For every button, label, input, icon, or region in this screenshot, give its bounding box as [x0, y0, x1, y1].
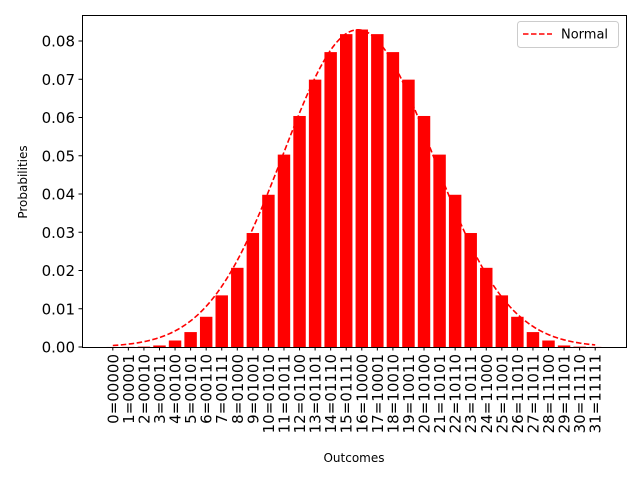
bar — [526, 332, 540, 347]
x-tick-label: 4=00100 — [167, 354, 185, 424]
bar — [231, 267, 244, 347]
bar — [184, 332, 197, 347]
x-tick-label: 28=11100 — [540, 354, 558, 433]
x-tick-label: 12=01100 — [291, 354, 309, 433]
x-tick-label: 16=10000 — [353, 354, 371, 433]
legend: Normal — [517, 21, 619, 48]
normal-curve-line — [112, 28, 596, 347]
x-tick-label: 21=10101 — [431, 354, 449, 433]
bar — [371, 34, 384, 348]
bar — [308, 79, 322, 347]
y-tick-label: 0.00 — [42, 339, 75, 357]
x-tick-label: 14=01110 — [322, 354, 340, 433]
x-tick-label: 19=10011 — [400, 354, 418, 433]
bar — [199, 316, 213, 347]
bars-layer — [106, 29, 602, 348]
y-tick-label: 0.06 — [42, 109, 75, 127]
y-tick-label: 0.02 — [42, 262, 75, 280]
x-tick-label: 30=11110 — [571, 354, 589, 433]
x-tick-label: 13=01101 — [307, 354, 325, 433]
y-tick-label: 0.03 — [42, 224, 75, 242]
bar — [433, 154, 446, 347]
bar — [246, 233, 260, 347]
bar — [402, 79, 415, 347]
x-tick-label: 9=01001 — [244, 354, 262, 424]
bar — [417, 115, 431, 347]
legend-box — [517, 21, 619, 48]
x-tick-label: 2=00010 — [135, 354, 153, 424]
x-tick-label: 26=11010 — [509, 354, 527, 433]
bar — [277, 154, 291, 347]
bar — [557, 345, 571, 347]
x-tick-label: 24=11000 — [478, 354, 496, 433]
y-axis: 0.00 0.01 0.02 0.03 0.04 0.05 0.06 0.07 0.08 — [42, 33, 82, 357]
x-tick-label: 11=01011 — [275, 354, 293, 433]
y-tick-label: 0.07 — [42, 71, 75, 89]
x-tick-label: 25=11001 — [493, 354, 511, 433]
x-tick-label: 5=00101 — [182, 354, 200, 424]
x-tick-label: 15=01111 — [338, 354, 356, 433]
bar — [495, 295, 509, 347]
x-tick-label: 18=10010 — [384, 354, 402, 433]
x-tick-label: 7=00111 — [213, 354, 231, 424]
bar — [448, 194, 462, 347]
x-tick-label: 20=10100 — [416, 354, 434, 433]
bar — [480, 267, 493, 347]
bar — [215, 295, 228, 347]
y-tick-label: 0.08 — [42, 33, 75, 51]
legend-label-normal: Normal — [561, 28, 608, 43]
bar — [168, 340, 182, 347]
x-tick-label: 1=00001 — [120, 354, 138, 424]
bar — [262, 194, 275, 347]
x-tick-label: 3=00011 — [151, 354, 169, 424]
bar — [324, 52, 337, 348]
x-tick-label: 29=11101 — [556, 354, 574, 433]
bar — [511, 316, 524, 347]
plot-frame — [82, 15, 627, 348]
x-axis-title: Outcomes — [323, 451, 384, 465]
y-tick-label: 0.01 — [42, 300, 75, 318]
normal-curve-layer — [112, 28, 596, 347]
x-axis: 0=000001=000012=000103=000114=001005=001… — [104, 347, 605, 433]
bar — [464, 233, 477, 347]
x-tick-label: 22=10110 — [447, 354, 465, 433]
bar — [386, 52, 400, 348]
bar — [153, 345, 166, 347]
x-tick-label: 27=11011 — [524, 354, 542, 433]
y-tick-label: 0.05 — [42, 147, 75, 165]
bar — [293, 115, 306, 347]
y-tick-label: 0.04 — [42, 186, 75, 204]
bar — [339, 34, 353, 348]
bar — [355, 29, 369, 347]
x-tick-label: 23=10111 — [462, 354, 480, 433]
y-axis-title: Probabilities — [16, 145, 30, 218]
x-tick-label: 17=10001 — [369, 354, 387, 433]
x-tick-label: 6=00110 — [198, 354, 216, 424]
x-tick-label: 0=00000 — [104, 354, 122, 424]
x-tick-label: 10=01010 — [260, 354, 278, 433]
x-tick-label: 8=01000 — [229, 354, 247, 424]
bar — [542, 340, 555, 347]
x-tick-label: 31=11111 — [587, 354, 605, 433]
